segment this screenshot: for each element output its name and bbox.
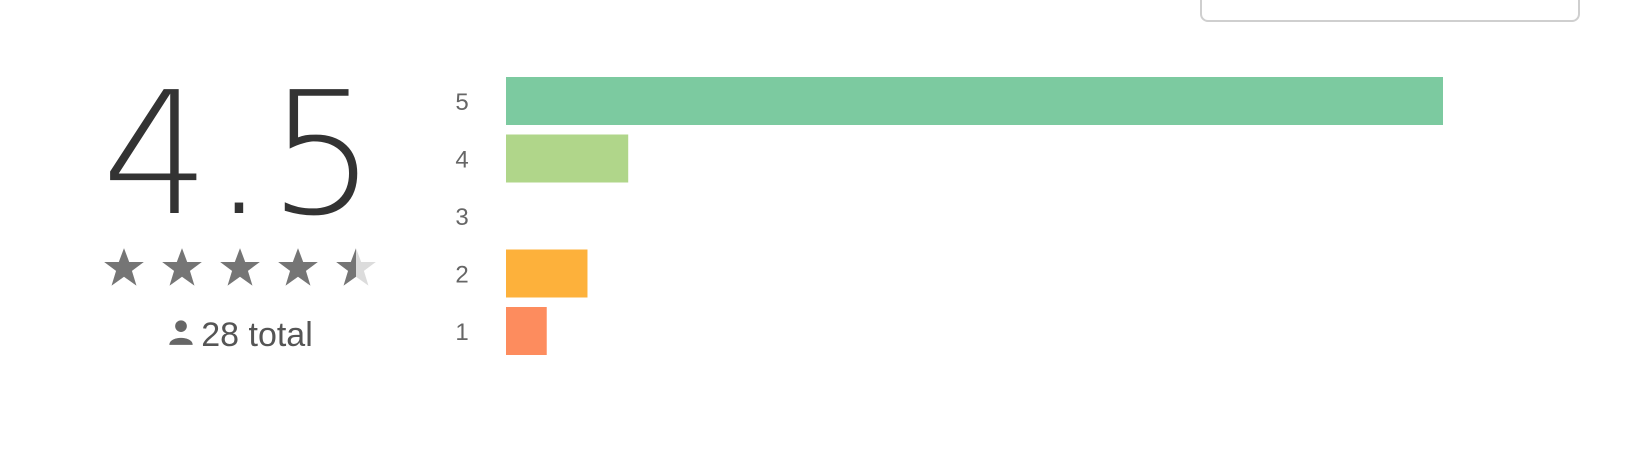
star-icon — [218, 246, 262, 290]
star-icon — [276, 246, 320, 290]
dropdown-box[interactable] — [1200, 0, 1580, 22]
tick-label-3: 3 — [455, 204, 468, 231]
star-icon — [334, 246, 378, 290]
total-count-text: 28 total — [201, 316, 313, 354]
tick-label-2: 2 — [455, 262, 468, 289]
bar-1-stars — [506, 307, 547, 355]
star-rating — [80, 246, 400, 290]
star-icon — [102, 246, 146, 290]
tick-label-4: 4 — [455, 147, 468, 174]
tick-label-5: 5 — [455, 89, 468, 116]
bar-5-stars — [506, 77, 1443, 125]
average-score: 4.5 — [101, 56, 379, 254]
rating-summary: 4.5 28 total — [80, 70, 400, 355]
bar-2-stars — [506, 249, 588, 298]
tick-label-1: 1 — [455, 319, 468, 346]
rating-distribution-chart: 5 4 3 2 1 — [455, 77, 1443, 355]
bar-4-stars — [506, 134, 629, 183]
person-icon — [167, 316, 195, 355]
star-icon — [160, 246, 204, 290]
total-reviews: 28 total — [80, 316, 400, 355]
